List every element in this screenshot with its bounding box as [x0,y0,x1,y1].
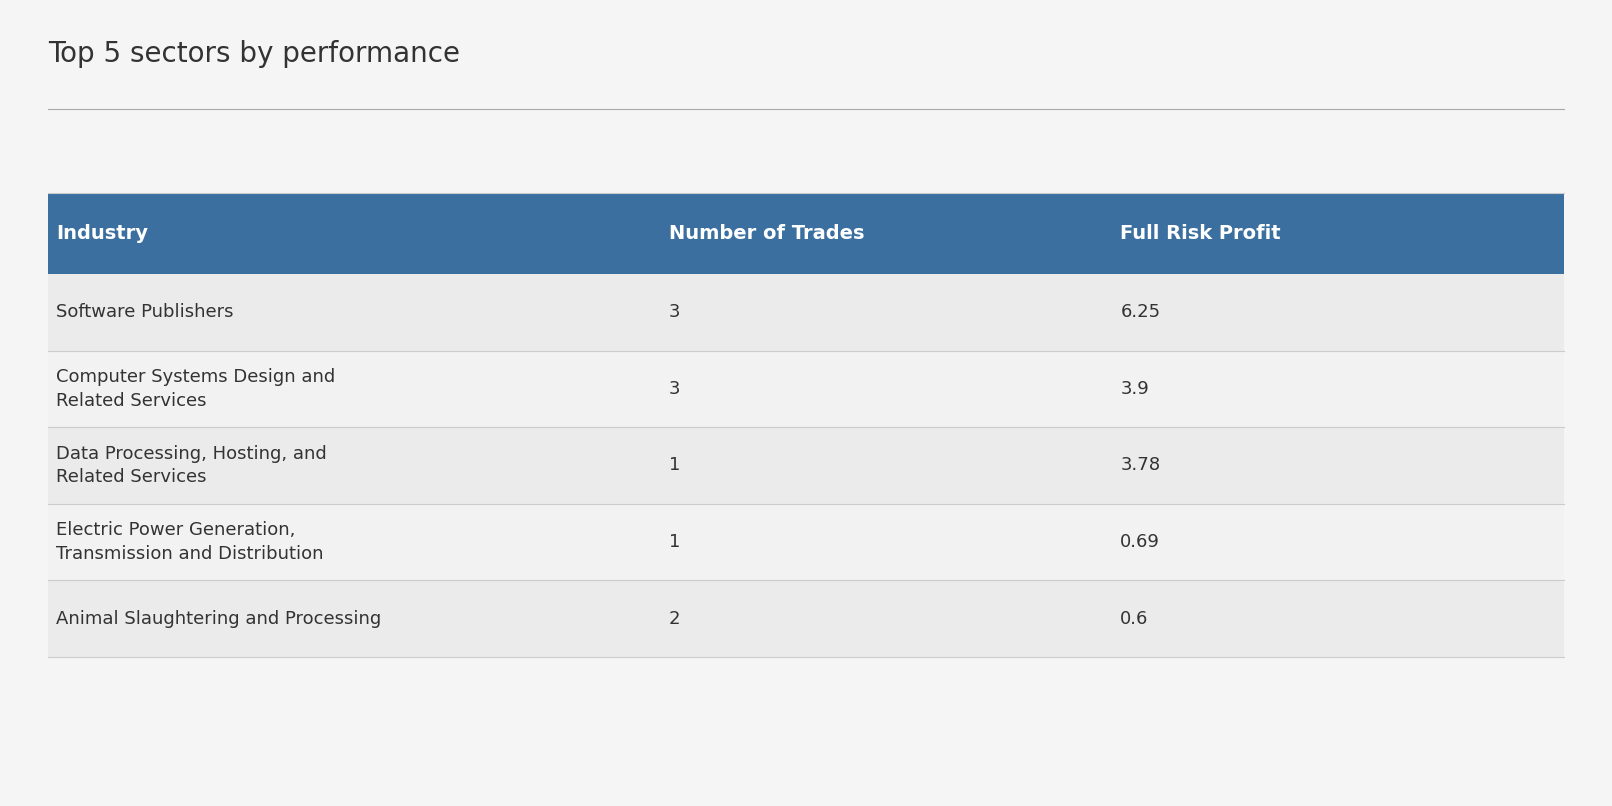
Bar [48,274,1564,351]
Bar [48,580,1564,657]
Text: Full Risk Profit: Full Risk Profit [1120,224,1282,243]
Text: Data Processing, Hosting, and
Related Services: Data Processing, Hosting, and Related Se… [56,445,327,486]
Text: Computer Systems Design and
Related Services: Computer Systems Design and Related Serv… [56,368,335,409]
Text: 2: 2 [669,609,680,628]
Text: Number of Trades: Number of Trades [669,224,864,243]
Text: Electric Power Generation,
Transmission and Distribution: Electric Power Generation, Transmission … [56,521,324,563]
Text: Animal Slaughtering and Processing: Animal Slaughtering and Processing [56,609,382,628]
Text: 0.6: 0.6 [1120,609,1149,628]
Text: 3: 3 [669,380,680,398]
Text: 1: 1 [669,533,680,551]
Bar [48,351,1564,427]
Text: Software Publishers: Software Publishers [56,303,234,322]
Bar [48,504,1564,580]
Text: 3: 3 [669,303,680,322]
Bar [48,427,1564,504]
Text: Industry: Industry [56,224,148,243]
Text: 1: 1 [669,456,680,475]
Text: 3.78: 3.78 [1120,456,1161,475]
Text: 3.9: 3.9 [1120,380,1149,398]
Text: 0.69: 0.69 [1120,533,1161,551]
Bar [48,193,1564,274]
Text: Top 5 sectors by performance: Top 5 sectors by performance [48,40,461,69]
Text: 6.25: 6.25 [1120,303,1161,322]
